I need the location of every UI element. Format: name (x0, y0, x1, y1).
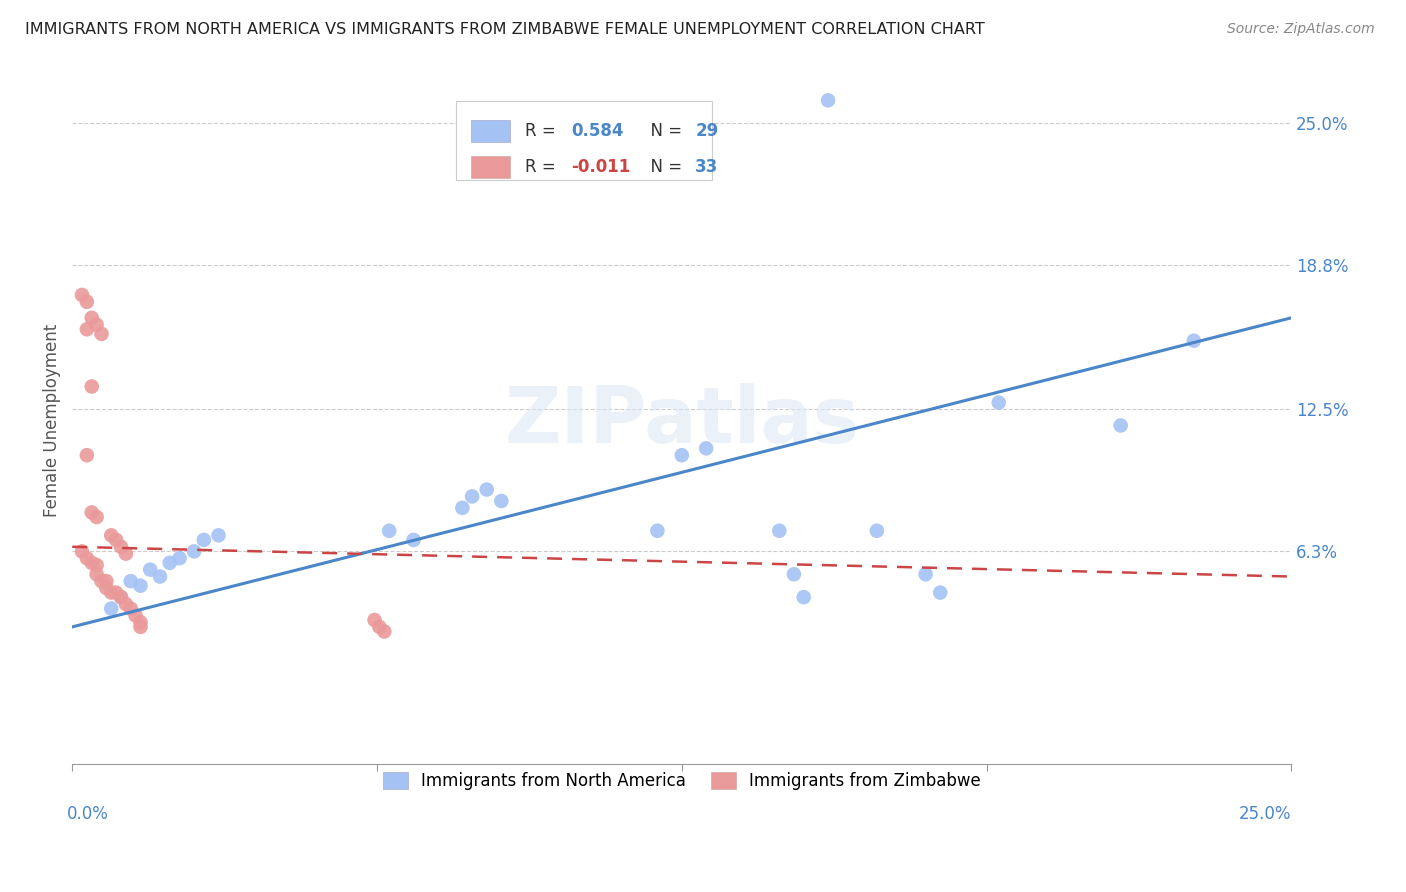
Point (96, 574, 118, 588)
Text: 0.584: 0.584 (571, 122, 623, 140)
FancyBboxPatch shape (457, 102, 713, 180)
Point (149, 569, 172, 583)
Point (100, 601, 122, 615)
Point (373, 624, 395, 639)
Text: N =: N = (640, 158, 688, 176)
Text: 29: 29 (695, 122, 718, 140)
Point (80, 505, 103, 519)
Point (86, 558, 108, 573)
Point (110, 590, 132, 604)
Point (647, 524, 669, 538)
Text: N =: N = (640, 122, 688, 140)
Y-axis label: Female Unemployment: Female Unemployment (44, 324, 60, 517)
Point (378, 524, 401, 538)
Point (461, 490, 484, 504)
Point (76, 322, 98, 336)
Text: 33: 33 (695, 158, 718, 176)
Point (1182, 334, 1205, 348)
Point (80, 310, 103, 325)
Point (105, 585, 128, 599)
Point (124, 608, 146, 623)
Bar (471, 120, 510, 142)
Text: Source: ZipAtlas.com: Source: ZipAtlas.com (1227, 22, 1375, 37)
Point (115, 547, 138, 561)
Point (783, 567, 806, 582)
Text: ZIPatlas: ZIPatlas (505, 383, 859, 458)
Text: R =: R = (524, 122, 561, 140)
Point (159, 556, 181, 570)
Legend: Immigrants from North America, Immigrants from Zimbabwe: Immigrants from North America, Immigrant… (375, 765, 987, 797)
Point (987, 395, 1010, 409)
Point (70, 544, 93, 558)
Point (671, 448, 693, 462)
Point (120, 601, 142, 615)
Point (1109, 418, 1132, 433)
Point (768, 524, 790, 538)
Point (169, 551, 191, 566)
Point (207, 528, 229, 542)
Point (76, 294, 98, 309)
Point (129, 620, 152, 634)
Point (100, 528, 122, 542)
Text: 0.0%: 0.0% (67, 805, 110, 823)
Text: R =: R = (524, 158, 561, 176)
Point (70, 288, 93, 302)
Point (914, 567, 936, 582)
Point (90, 574, 112, 588)
Point (491, 494, 513, 508)
Point (129, 579, 152, 593)
Point (129, 615, 152, 630)
Point (402, 533, 425, 547)
Point (475, 483, 498, 497)
Point (363, 613, 385, 627)
Point (695, 442, 717, 456)
Point (80, 379, 103, 393)
Point (817, 93, 839, 107)
Point (193, 533, 215, 547)
Point (929, 585, 952, 599)
Point (120, 574, 142, 588)
Text: 25.0%: 25.0% (1239, 805, 1291, 823)
Point (110, 590, 132, 604)
Text: IMMIGRANTS FROM NORTH AMERICA VS IMMIGRANTS FROM ZIMBABWE FEMALE UNEMPLOYMENT CO: IMMIGRANTS FROM NORTH AMERICA VS IMMIGRA… (25, 22, 986, 37)
Point (86, 510, 108, 524)
Point (100, 585, 122, 599)
Bar (471, 155, 510, 178)
Point (86, 567, 108, 582)
Point (866, 524, 889, 538)
Point (76, 551, 98, 566)
Text: -0.011: -0.011 (571, 158, 630, 176)
Point (451, 500, 474, 515)
Point (183, 544, 205, 558)
Point (115, 597, 138, 611)
Point (139, 563, 162, 577)
Point (80, 556, 103, 570)
Point (86, 318, 108, 332)
Point (90, 326, 112, 341)
Point (76, 448, 98, 462)
Point (793, 590, 815, 604)
Point (368, 620, 391, 634)
Point (105, 533, 128, 547)
Point (96, 581, 118, 595)
Point (110, 540, 132, 554)
